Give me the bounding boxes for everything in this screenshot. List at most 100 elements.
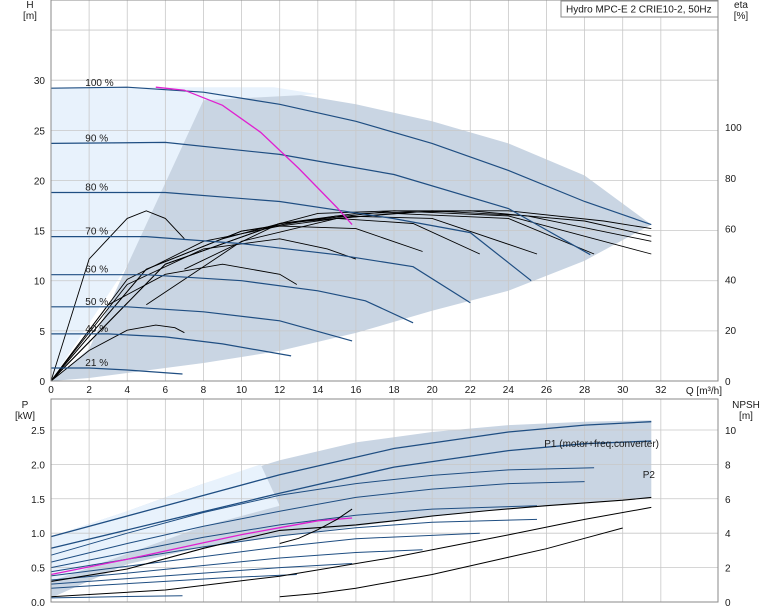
series-label-p2: P2 xyxy=(643,470,656,481)
y-tick-label: 1.0 xyxy=(31,529,45,540)
x-tick-label: 10 xyxy=(236,385,248,396)
y-tick-label: 0 xyxy=(39,377,45,388)
speed-label: 80 % xyxy=(85,183,108,194)
bottom-curves xyxy=(50,421,652,599)
y2-tick-label: 80 xyxy=(725,174,737,185)
operating-power-curve xyxy=(50,517,353,576)
system-power-curve xyxy=(50,496,652,582)
x-tick-label: 22 xyxy=(465,385,477,396)
x-tick-label: 18 xyxy=(388,385,400,396)
extended-range-area xyxy=(51,87,318,381)
x-tick-label: 8 xyxy=(201,385,207,396)
speed-label: 70 % xyxy=(85,227,108,238)
npsh-curve xyxy=(279,508,353,544)
power-curve xyxy=(50,595,183,599)
y2-tick-label: 6 xyxy=(725,495,731,506)
y2-tick-label: 40 xyxy=(725,275,737,286)
system-curve xyxy=(155,86,353,226)
x-tick-label: 6 xyxy=(163,385,169,396)
top-tick-labels: 0 2 4 6 8 10 12 14 16 18 20 22 24 26 28 30 3205101520253… xyxy=(34,76,742,396)
y-tick-label: 2.0 xyxy=(31,460,45,471)
top-plot-frame xyxy=(50,0,719,382)
x-tick-label: 28 xyxy=(579,385,591,396)
efficiency-curve xyxy=(184,210,652,270)
x-tick-label: 24 xyxy=(503,385,515,396)
y2-tick-label: 0 xyxy=(725,598,731,609)
x-tick-label: 2 xyxy=(86,385,92,396)
speed-label: 60 % xyxy=(85,265,108,276)
power-curve xyxy=(50,574,297,589)
speed-label: 40 % xyxy=(85,324,108,335)
y-tick-label: 15 xyxy=(34,227,46,238)
speed-label: 21 % xyxy=(85,358,108,369)
x-tick-label: 4 xyxy=(124,385,130,396)
eta-axis-label: eta [%] xyxy=(734,0,749,22)
y-tick-label: 20 xyxy=(34,176,46,187)
y2-tick-label: 20 xyxy=(725,326,737,337)
power-axis-label: P [kW] xyxy=(15,400,35,422)
speed-labels: 100 % 90 % 80 % 70 % 60 % 50 % 40 % 21 % xyxy=(85,78,113,369)
top-gridlines xyxy=(50,0,718,382)
speed-label: 50 % xyxy=(85,297,108,308)
speed-label: 90 % xyxy=(85,133,108,144)
y-tick-label: 25 xyxy=(34,126,46,137)
y2-tick-label: 2 xyxy=(725,564,731,575)
head-curve xyxy=(51,306,353,342)
y2-tick-label: 0 xyxy=(725,377,731,388)
p2-curve xyxy=(50,440,652,549)
y-tick-label: 5 xyxy=(39,327,45,338)
efficiency-curve xyxy=(50,324,185,382)
y-tick-label: 2.5 xyxy=(31,426,45,437)
top-curves xyxy=(50,86,652,382)
x-tick-label: 32 xyxy=(655,385,667,396)
x-tick-label: 0 xyxy=(48,385,54,396)
title-box-frame xyxy=(560,0,719,18)
y2-tick-label: 4 xyxy=(725,529,731,540)
efficiency-curve xyxy=(50,215,538,382)
efficiency-curve xyxy=(50,210,185,382)
head-axis-label: H [m] xyxy=(23,0,37,22)
npsh-axis-label: NPSH [m] xyxy=(732,400,760,422)
y2-tick-label: 10 xyxy=(725,426,737,437)
chart-title: Hydro MPC-E 2 CRIE10-2, 50Hz xyxy=(566,5,712,16)
top-title-box: Hydro MPC-E 2 CRIE10-2, 50Hz xyxy=(560,0,719,18)
p1-curve xyxy=(50,421,652,538)
power-curve xyxy=(50,549,423,581)
head-curve xyxy=(51,367,183,375)
y-tick-label: 10 xyxy=(34,277,46,288)
flow-axis-label: Q [m³/h] xyxy=(686,386,722,397)
power-curve xyxy=(50,505,538,569)
y-tick-label: 1.5 xyxy=(31,495,45,506)
power-curve xyxy=(50,467,595,556)
series-label-p1: P1 (motor+freq.converter) xyxy=(544,439,659,450)
power-curve xyxy=(50,532,480,577)
efficiency-curve xyxy=(146,210,652,306)
head-curve xyxy=(50,141,591,256)
x-tick-label: 26 xyxy=(541,385,553,396)
y-tick-label: 0.5 xyxy=(31,564,45,575)
power-curve xyxy=(50,481,585,563)
head-efficiency-panel: 0 2 4 6 8 10 12 14 16 18 20 22 24 26 28 30 3205101520253… xyxy=(23,0,748,397)
y2-tick-label: 8 xyxy=(725,460,731,471)
y-tick-label: 0.0 xyxy=(31,598,45,609)
npsh-curve xyxy=(279,527,623,598)
efficiency-curve xyxy=(222,210,652,240)
y-tick-label: 30 xyxy=(34,76,46,87)
x-tick-label: 16 xyxy=(350,385,362,396)
bottom-plot-frame xyxy=(50,398,719,603)
y2-tick-label: 100 xyxy=(725,123,742,134)
npsh-curve xyxy=(50,506,652,598)
top-operating-areas xyxy=(51,87,652,381)
power-curve xyxy=(50,563,353,585)
speed-label: 100 % xyxy=(85,78,113,89)
operating-range-area xyxy=(51,88,652,381)
head-curve xyxy=(51,191,532,282)
x-tick-label: 20 xyxy=(427,385,439,396)
x-tick-label: 12 xyxy=(274,385,286,396)
bottom-tick-labels: 0.0 0.5 1.0 1.5 2.0 2.5 0 2 4 6 8 10 xyxy=(31,426,736,609)
head-curve xyxy=(51,236,471,304)
y2-tick-label: 60 xyxy=(725,225,737,236)
head-curve xyxy=(50,86,652,226)
